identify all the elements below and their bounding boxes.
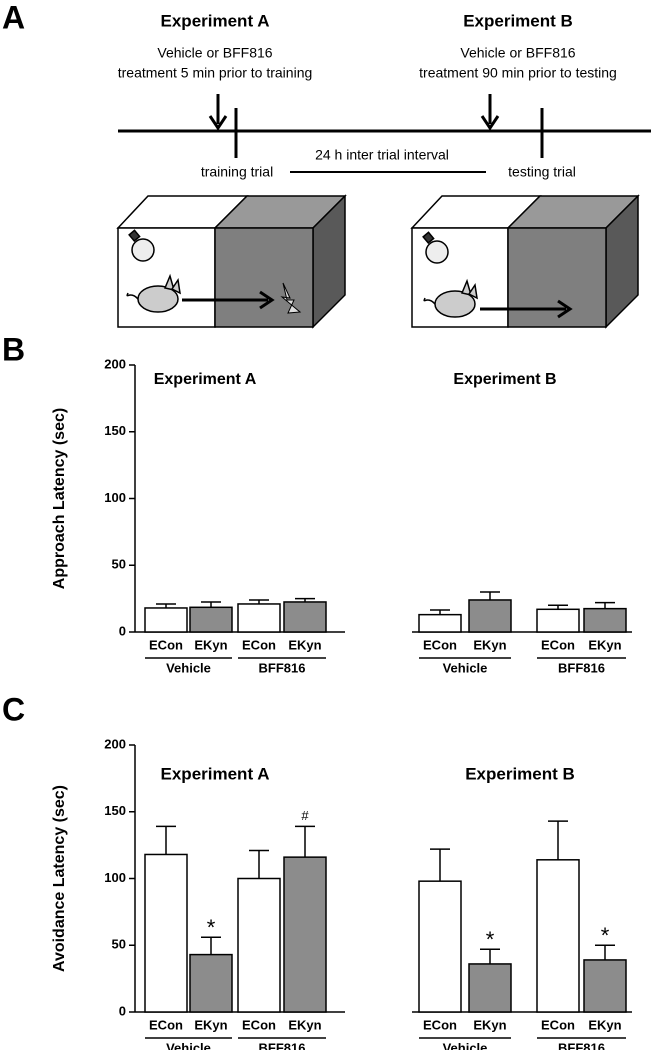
y-tick-label: 100 (104, 490, 126, 505)
timeline: Experiment A Vehicle or BFF816 treatment… (118, 11, 651, 180)
group-label: Vehicle (166, 660, 211, 675)
y-tick-label: 200 (104, 736, 126, 751)
x-tick-label: EKyn (288, 1017, 321, 1032)
x-tick-label: ECon (149, 1017, 183, 1032)
interval-label: 24 h inter trial interval (315, 147, 449, 163)
x-tick-label: EKyn (588, 637, 621, 652)
bar (237, 877, 281, 1013)
y-tick-label: 200 (104, 356, 126, 371)
bar (189, 606, 233, 633)
x-tick-label: EKyn (588, 1017, 621, 1032)
significance-marker: * (207, 915, 216, 940)
experiment-title: Experiment A (161, 11, 270, 30)
treatment-arrow-head (480, 115, 500, 131)
x-tick-label: ECon (423, 1017, 457, 1032)
y-tick-label: 0 (119, 623, 126, 638)
bar (144, 853, 188, 1013)
x-tick-label: ECon (242, 1017, 276, 1032)
bar (418, 880, 462, 1013)
trial-label: training trial (201, 164, 273, 180)
bar (144, 607, 188, 633)
x-tick-label: EKyn (194, 1017, 227, 1032)
experiment-note: treatment 5 min prior to training (118, 65, 313, 81)
x-tick-label: EKyn (473, 1017, 506, 1032)
significance-marker: * (601, 923, 610, 948)
group-label: Vehicle (443, 1040, 488, 1050)
panel-label: A (2, 0, 25, 35)
bar (468, 963, 512, 1013)
y-tick-label: 150 (104, 423, 126, 438)
significance-marker: # (301, 808, 309, 823)
bar (189, 953, 233, 1013)
y-tick-label: 50 (112, 557, 126, 572)
significance-marker: * (486, 927, 495, 952)
group-label: BFF816 (558, 660, 605, 675)
y-axis-label: Avoidance Latency (sec) (51, 785, 68, 972)
panel-label: C (2, 691, 25, 727)
chart-title: Experiment A (161, 764, 270, 783)
bar (536, 859, 580, 1013)
experiment-note: treatment 90 min prior to testing (419, 65, 617, 81)
experiment-title: Experiment B (463, 11, 573, 30)
group-label: Vehicle (166, 1040, 211, 1050)
x-tick-label: ECon (423, 637, 457, 652)
chart-title: Experiment B (453, 371, 556, 388)
chart-title: Experiment A (154, 371, 257, 388)
y-axis-label: Approach Latency (sec) (51, 408, 68, 589)
x-tick-label: EKyn (288, 637, 321, 652)
x-tick-label: EKyn (194, 637, 227, 652)
y-tick-label: 50 (112, 937, 126, 952)
x-tick-label: EKyn (473, 637, 506, 652)
x-tick-label: ECon (242, 637, 276, 652)
y-tick-label: 150 (104, 803, 126, 818)
trial-label: testing trial (508, 164, 576, 180)
bar (283, 856, 327, 1013)
experiment-note: Vehicle or BFF816 (157, 45, 272, 61)
x-tick-label: ECon (541, 637, 575, 652)
y-tick-label: 0 (119, 1003, 126, 1018)
y-tick-label: 100 (104, 870, 126, 885)
group-label: BFF816 (259, 660, 306, 675)
testing-box (410, 194, 640, 329)
chart-title: Experiment B (465, 764, 575, 783)
group-label: Vehicle (443, 660, 488, 675)
experiment-note: Vehicle or BFF816 (460, 45, 575, 61)
bar (583, 607, 627, 633)
group-label: BFF816 (558, 1040, 605, 1050)
training-box (116, 194, 347, 329)
bar (418, 613, 462, 633)
x-tick-label: ECon (149, 637, 183, 652)
bar (468, 599, 512, 633)
x-tick-label: ECon (541, 1017, 575, 1032)
bar (237, 603, 281, 633)
treatment-arrow-head (208, 115, 228, 131)
group-label: BFF816 (259, 1040, 306, 1050)
panel-label: B (2, 331, 25, 367)
bar (283, 601, 327, 633)
bar (536, 608, 580, 633)
bar (583, 959, 627, 1013)
